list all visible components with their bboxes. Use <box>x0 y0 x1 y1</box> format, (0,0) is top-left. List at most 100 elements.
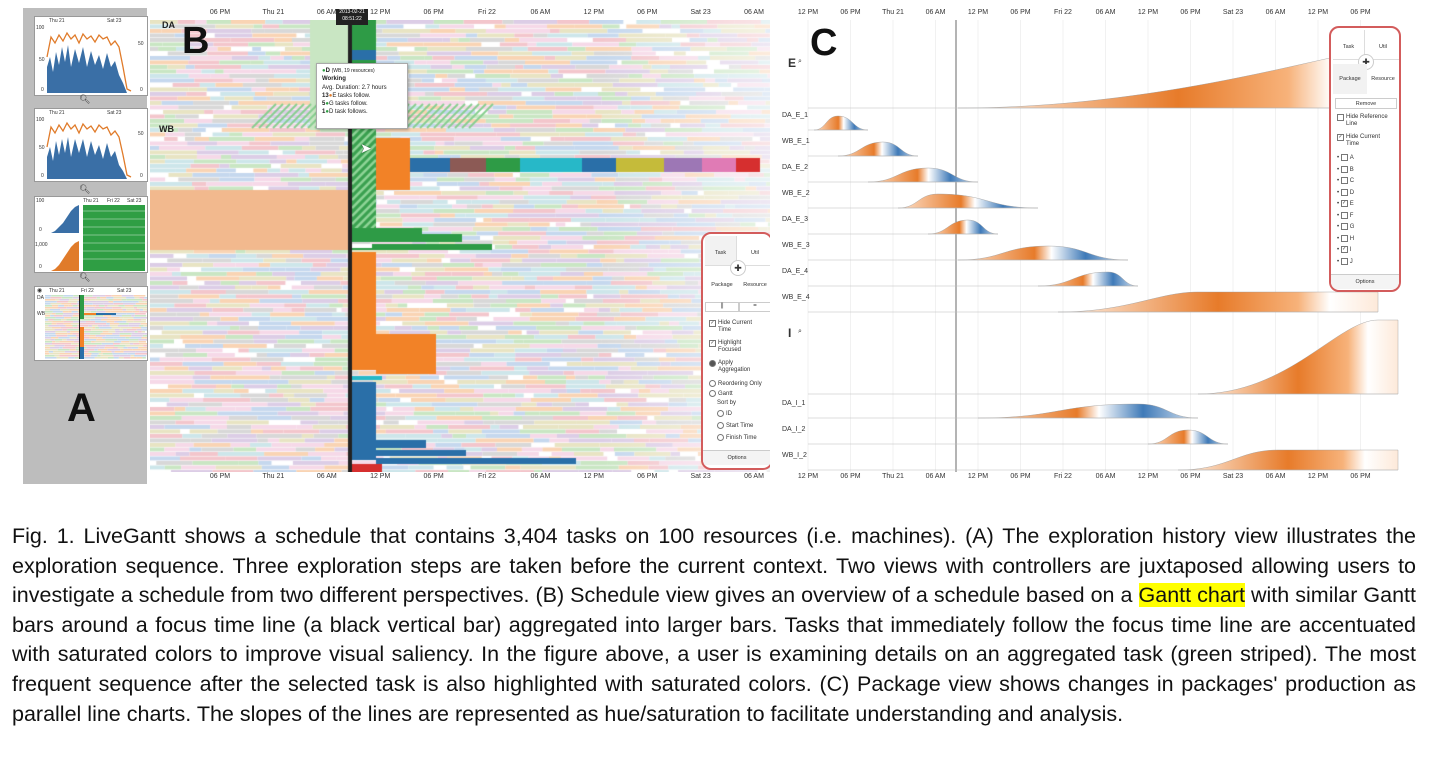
hide-reference-option[interactable]: Hide Reference Line <box>1337 114 1394 128</box>
zoom-icon[interactable]: 🔍︎ <box>79 184 91 194</box>
tab-resource[interactable]: Resource <box>1371 76 1395 82</box>
package-filter-f[interactable]: • F <box>1337 211 1354 219</box>
checkbox-checked-icon[interactable]: ✓ <box>709 340 716 347</box>
checkbox-checked-icon[interactable]: ✓ <box>1340 246 1348 253</box>
history-thumbnail-3[interactable]: Thu 21 Fri 22 Sat 23 100 0 1,000 0 <box>34 196 148 273</box>
move-icon[interactable]: ✚ <box>730 260 746 276</box>
remove-button[interactable]: Remove <box>1335 98 1397 109</box>
axis-tick: 06 PM <box>1010 9 1031 16</box>
zoom-icon[interactable]: 🔍︎ <box>79 94 91 104</box>
checkbox-icon[interactable] <box>1340 177 1348 184</box>
zoom-icon[interactable]: 🔍︎ <box>79 272 91 282</box>
tab-util[interactable]: Util <box>1367 30 1399 60</box>
axis-tick: 06 PM <box>840 9 861 16</box>
package-row-label[interactable]: DA_E_2 <box>782 164 809 171</box>
package-row-label[interactable]: WB_E_1 <box>782 138 810 145</box>
package-filter-b[interactable]: • B <box>1337 165 1354 173</box>
thumb-tick: Thu 21 <box>49 18 65 24</box>
radio-icon[interactable] <box>709 380 716 387</box>
sort-id-option[interactable]: ID <box>717 410 732 418</box>
tab-task[interactable]: Task <box>705 236 737 266</box>
axis-tick: 06 AM <box>744 473 764 480</box>
package-filter-j[interactable]: • J <box>1337 257 1353 265</box>
package-row-label[interactable]: DA_I_1 <box>782 400 806 407</box>
package-filter-a[interactable]: • A <box>1337 154 1354 162</box>
checkbox-icon[interactable] <box>1340 165 1348 173</box>
tab-resource[interactable]: Resource <box>743 282 767 288</box>
checkbox-icon[interactable] <box>1340 223 1348 230</box>
axis-tick: 06 AM <box>925 473 946 480</box>
tab-task[interactable]: Task <box>1333 30 1365 60</box>
list-icon[interactable]: = <box>739 302 770 312</box>
package-row-label[interactable]: WB_E_2 <box>782 190 810 197</box>
radio-icon[interactable] <box>717 422 724 429</box>
tab-package[interactable]: Package <box>711 282 733 288</box>
reordering-only-option[interactable]: Reordering Only <box>709 380 762 388</box>
package-filter-h[interactable]: • H <box>1337 234 1355 242</box>
hide-current-time-option[interactable]: ✓ Hide Current Time <box>709 320 753 333</box>
thumb-tick: Sat 23 <box>107 110 122 116</box>
package-row-label[interactable]: DA_E_1 <box>782 112 809 119</box>
checkbox-icon[interactable] <box>1340 257 1348 265</box>
apply-aggregation-option[interactable]: Apply Aggregation <box>709 360 766 374</box>
tab-package[interactable]: Package <box>1333 64 1367 94</box>
package-series-line <box>1177 449 1399 471</box>
radio-icon[interactable] <box>717 410 724 417</box>
axis-tick: Thu 21 <box>882 473 904 480</box>
package-filter-c[interactable]: • C <box>1337 177 1355 185</box>
gantt-option[interactable]: Gantt <box>709 390 733 398</box>
options-button[interactable]: Options <box>1331 274 1399 289</box>
row-label-wb: WB <box>159 124 174 134</box>
package-row-label[interactable]: DA_E_4 <box>782 268 809 275</box>
axis-tick: 06 AM <box>530 9 551 16</box>
schedule-view: 06 PM Thu 21 06 AM 12 PM 06 PM Fri 22 06 AM 12 … <box>150 8 770 484</box>
package-row-label[interactable]: E <box>788 56 797 70</box>
radio-selected-icon[interactable] <box>709 360 716 367</box>
axis-tick: 06 PM <box>423 473 444 480</box>
package-view: 12 PM 06 PM Thu 21 06 AM 12 PM 06 PM Fri 22 06 … <box>778 8 1406 484</box>
tab-util[interactable]: Util <box>739 236 770 266</box>
axis-tick: 06 PM <box>1350 473 1371 480</box>
zoom-icon[interactable]: ⌕ <box>798 58 802 65</box>
axis-tick: 06 PM <box>1180 9 1201 16</box>
package-filter-g[interactable]: • G <box>1337 223 1355 231</box>
package-filter-e[interactable]: • ✓ E <box>1337 200 1354 208</box>
package-filter-d[interactable]: • D <box>1337 188 1355 196</box>
sort-finish-option[interactable]: Finish Time <box>717 434 757 442</box>
highlight-focused-option[interactable]: ✓ Highlight Focused <box>709 340 742 353</box>
options-button[interactable]: Options <box>703 450 770 465</box>
package-row-label[interactable]: WB_E_3 <box>782 242 810 249</box>
package-row-label[interactable]: I <box>788 326 792 340</box>
radio-icon[interactable] <box>717 434 724 441</box>
package-line-charts <box>807 20 1399 472</box>
eye-icon[interactable]: ◉ <box>37 288 43 294</box>
hide-current-option[interactable]: ✓ Hide Current Time <box>1337 134 1381 147</box>
gantt-chart[interactable] <box>150 20 770 472</box>
axis-tick: Thu 21 <box>262 9 285 16</box>
sort-start-option[interactable]: Start Time <box>717 422 753 430</box>
package-filter-i[interactable]: • ✓ I <box>1337 246 1352 254</box>
checkbox-icon[interactable] <box>1340 211 1348 219</box>
package-row-label[interactable]: WB_I_2 <box>782 452 807 459</box>
zoom-icon[interactable]: ⌕ <box>798 328 802 335</box>
pause-icon[interactable]: || <box>705 302 739 312</box>
checkbox-icon[interactable] <box>1340 188 1348 196</box>
checkbox-icon[interactable] <box>1340 234 1348 242</box>
history-thumbnail-2[interactable]: Thu 21 Sat 23 100 50 0 50 0 <box>34 108 148 182</box>
radio-icon[interactable] <box>709 390 716 397</box>
axis-tick: 06 PM <box>1010 473 1031 480</box>
axis-tick: 06 AM <box>744 9 764 16</box>
axis-tick: 06 AM <box>925 9 946 16</box>
history-thumbnail-1[interactable]: Thu 21 Sat 23 100 50 0 50 0 <box>34 16 148 96</box>
figure-caption: Fig. 1. LiveGantt shows a schedule that … <box>12 522 1416 729</box>
checkbox-icon[interactable] <box>1340 154 1348 161</box>
history-thumbnail-4[interactable]: ◉ Thu 21 Fri 22 Sat 23 DA WB <box>34 286 148 361</box>
package-row-label[interactable]: DA_E_3 <box>782 216 809 223</box>
checkbox-checked-icon[interactable]: ✓ <box>1340 200 1348 207</box>
checkbox-checked-icon[interactable]: ✓ <box>1337 134 1344 141</box>
package-row-label[interactable]: DA_I_2 <box>782 426 806 433</box>
thumb-ylabel: 0 <box>39 264 42 270</box>
checkbox-checked-icon[interactable]: ✓ <box>709 320 716 327</box>
package-row-label[interactable]: WB_E_4 <box>782 294 810 301</box>
checkbox-icon[interactable] <box>1337 114 1344 121</box>
